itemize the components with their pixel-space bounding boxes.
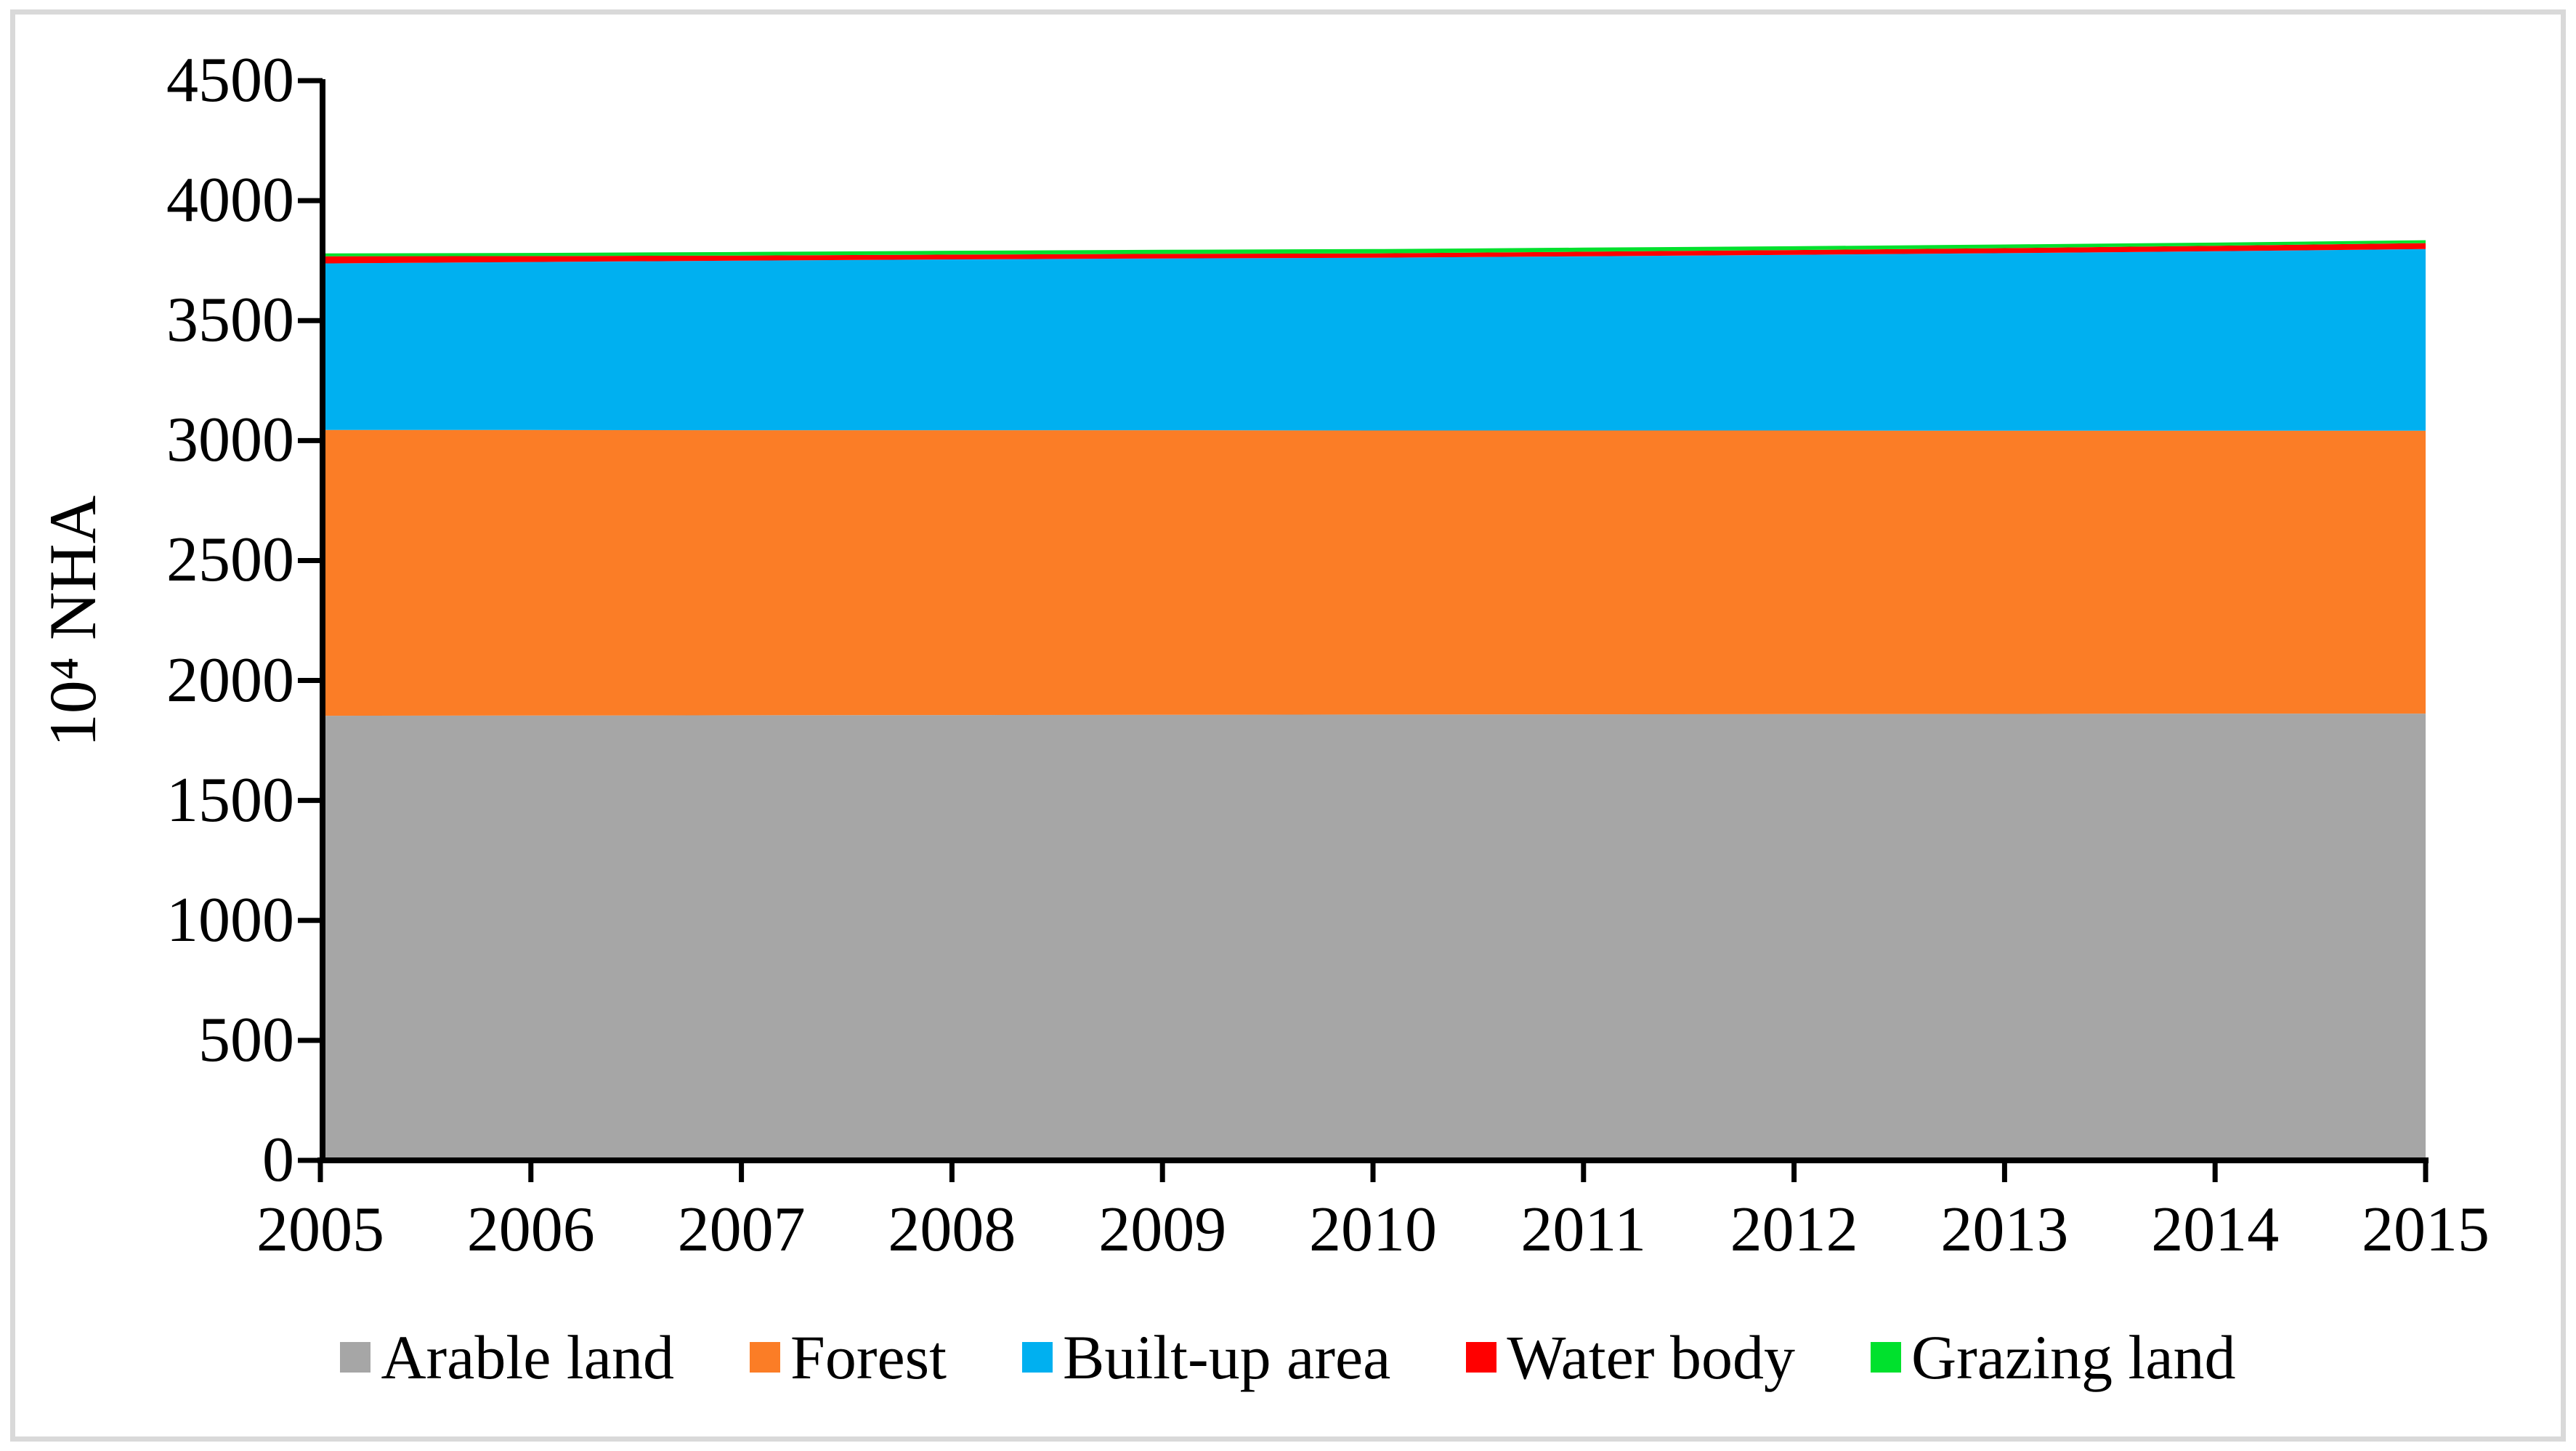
legend-swatch-grazing-land (1871, 1342, 1901, 1373)
legend: Arable land Forest Built-up area Water b… (0, 1306, 2576, 1408)
y-tick-label: 500 (198, 1004, 294, 1075)
area-grazing-land (320, 240, 2426, 256)
x-tick-label: 2015 (2362, 1195, 2490, 1265)
area-water-body (320, 243, 2426, 264)
x-tick-label: 2014 (2151, 1195, 2280, 1265)
y-tick-label: 3500 (166, 285, 294, 356)
y-tick-label: 4000 (166, 165, 294, 236)
y-tick-label: 0 (262, 1125, 294, 1195)
legend-item-built-up-area: Built-up area (1021, 1317, 1391, 1397)
legend-swatch-water-body (1466, 1342, 1497, 1373)
y-tick-label: 2500 (166, 525, 294, 596)
legend-label: Forest (790, 1322, 947, 1392)
x-tick-label: 2006 (466, 1195, 595, 1265)
x-tick-label: 2013 (1940, 1195, 2069, 1265)
y-tick-label: 3000 (166, 405, 294, 476)
y-tick-label: 4500 (166, 45, 294, 116)
y-tick-label: 2000 (166, 644, 294, 716)
legend-swatch-forest (749, 1342, 780, 1373)
legend-item-forest: Forest (749, 1317, 947, 1397)
area-forest (320, 429, 2426, 716)
legend-label: Grazing land (1911, 1322, 2236, 1392)
x-tick-label: 2012 (1730, 1195, 1858, 1265)
x-tick-label: 2009 (1098, 1195, 1227, 1265)
y-tick-label: 1000 (166, 884, 294, 955)
legend-label: Built-up area (1062, 1322, 1391, 1392)
x-tick-label: 2010 (1309, 1195, 1437, 1265)
x-tick-label: 2011 (1520, 1195, 1647, 1265)
x-tick-label: 2008 (888, 1195, 1016, 1265)
legend-label: Water body (1507, 1322, 1795, 1392)
legend-swatch-arable-land (340, 1342, 371, 1373)
legend-item-water-body: Water body (1466, 1317, 1795, 1397)
x-tick-label: 2005 (256, 1195, 384, 1265)
legend-item-grazing-land: Grazing land (1871, 1317, 2236, 1397)
legend-item-arable-land: Arable land (340, 1317, 674, 1397)
area-arable-land (320, 714, 2426, 1160)
area-built-up-area (320, 248, 2426, 431)
y-tick-label: 1500 (166, 764, 294, 836)
legend-label: Arable land (381, 1322, 674, 1392)
x-tick-label: 2007 (677, 1195, 806, 1265)
legend-swatch-built-up-area (1021, 1342, 1053, 1373)
